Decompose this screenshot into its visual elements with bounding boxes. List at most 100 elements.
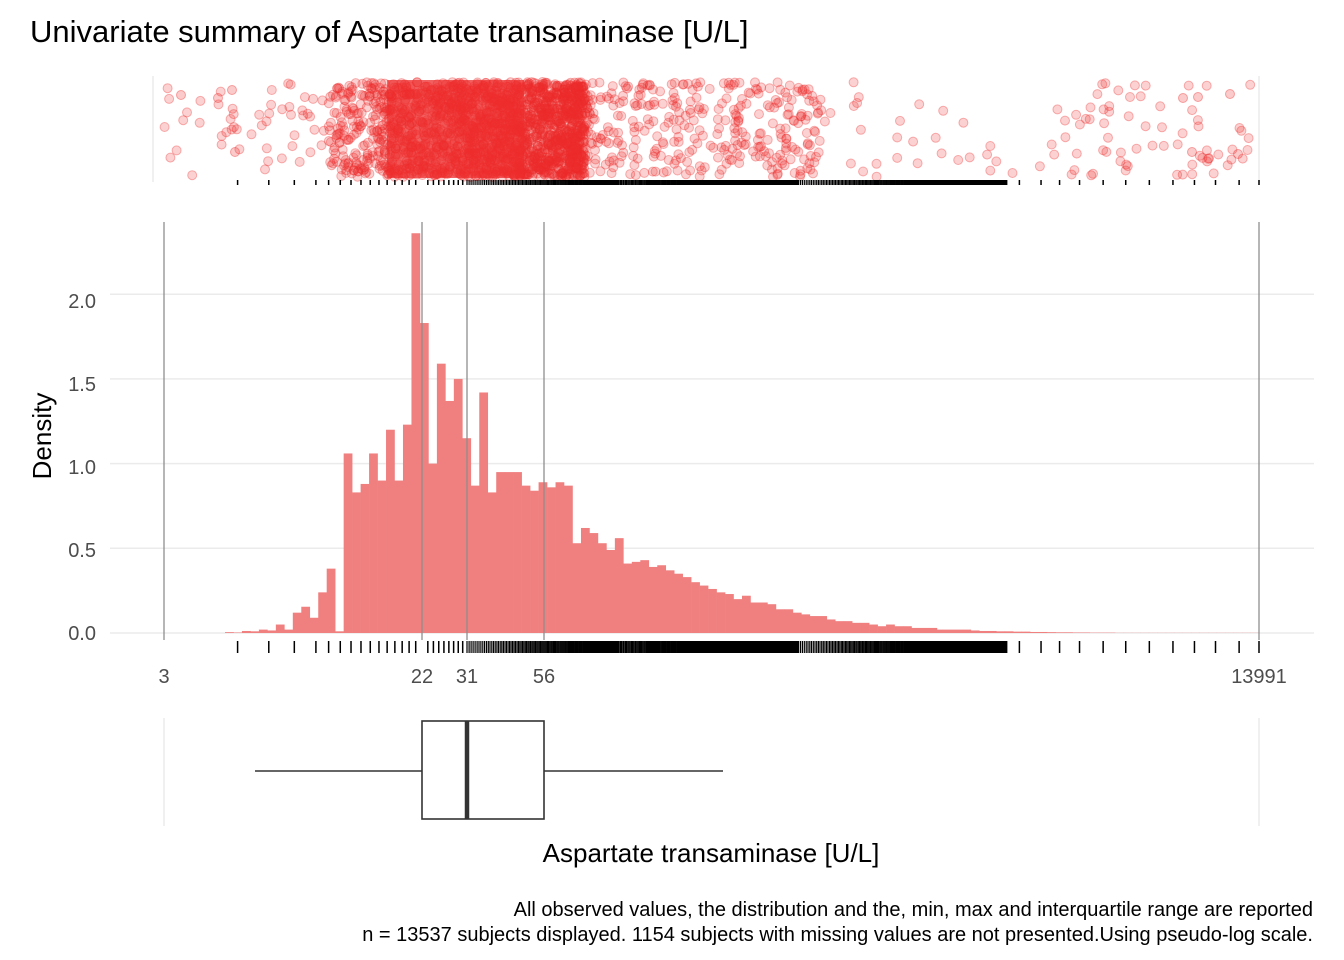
jitter-point — [567, 94, 578, 105]
histogram-bar — [1072, 632, 1082, 633]
jitter-point — [542, 135, 553, 146]
jitter-point — [566, 106, 577, 117]
jitter-point — [370, 96, 381, 107]
histogram-bar — [284, 629, 294, 633]
jitter-point — [671, 124, 682, 135]
jitter-point — [642, 80, 653, 91]
jitter-point — [540, 167, 551, 178]
jitter-point — [526, 84, 537, 95]
jitter-point — [574, 146, 585, 157]
histogram-bar — [869, 624, 878, 633]
jitter-point — [570, 82, 580, 93]
jitter-point — [795, 111, 806, 122]
jitter-point — [554, 145, 565, 156]
jitter-point — [594, 77, 605, 88]
chart-title: Univariate summary of Aspartate transami… — [30, 14, 748, 49]
jitter-point — [368, 98, 379, 109]
histogram-bar — [987, 630, 997, 633]
jitter-point — [582, 103, 593, 114]
caption-line: All observed values, the distribution an… — [514, 899, 1313, 921]
jitter-point — [991, 156, 1002, 167]
jitter-point — [774, 97, 784, 108]
jitter-point — [1085, 102, 1096, 113]
histogram-bar — [504, 472, 514, 633]
jitter-point — [553, 163, 564, 174]
jitter-point — [958, 117, 969, 128]
jitter-point — [1034, 161, 1045, 172]
jitter-point — [708, 142, 719, 153]
jitter-point — [325, 137, 336, 147]
jitter-point — [668, 114, 679, 125]
jitter-point — [538, 103, 549, 114]
jitter-point — [569, 99, 580, 110]
jitter-point — [1049, 149, 1060, 160]
jitter-point — [563, 111, 574, 122]
jitter-point — [583, 126, 593, 137]
jitter-point — [358, 141, 369, 151]
caption-line: n = 13537 subjects displayed. 1154 subje… — [362, 924, 1313, 946]
jitter-point — [1060, 132, 1071, 143]
jitter-point — [543, 160, 554, 171]
jitter-point — [576, 151, 587, 162]
jitter-point — [543, 136, 554, 147]
jitter-point — [582, 151, 593, 162]
jitter-point — [667, 95, 678, 106]
jitter-point — [632, 153, 643, 164]
histogram-bar — [267, 630, 277, 633]
jitter-point — [213, 93, 223, 103]
jitter-point — [534, 164, 545, 175]
jitter-point — [670, 155, 681, 166]
jitter-point — [705, 140, 716, 151]
jitter-point — [560, 87, 570, 98]
jitter-point — [329, 107, 340, 118]
jitter-point — [571, 86, 582, 97]
jitter-point — [558, 94, 569, 105]
jitter-point — [564, 84, 574, 94]
jitter-point — [985, 141, 996, 151]
jitter-point — [699, 162, 710, 173]
jitter-point — [668, 88, 679, 98]
jitter-point — [176, 90, 186, 100]
jitter-point — [603, 138, 614, 149]
jitter-point — [775, 123, 786, 134]
jitter-point — [572, 93, 583, 104]
jitter-point — [1178, 93, 1188, 103]
jitter-point — [750, 83, 761, 94]
jitter-point — [534, 158, 545, 168]
jitter-point — [576, 160, 586, 170]
jitter-point — [561, 150, 572, 161]
jitter-point — [533, 164, 544, 175]
jitter-point — [535, 104, 546, 115]
jitter-point — [1187, 147, 1197, 157]
jitter-point — [736, 137, 747, 148]
jitter-point — [553, 110, 564, 121]
jitter-point — [636, 99, 647, 109]
jitter-point — [550, 155, 561, 166]
jitter-point — [549, 103, 560, 114]
jitter-point — [673, 136, 684, 147]
histogram-bar — [1055, 632, 1065, 633]
jitter-point — [694, 171, 705, 182]
jitter-point — [376, 134, 387, 145]
histogram-bar — [665, 570, 675, 633]
jitter-point — [679, 120, 690, 131]
jitter-point — [544, 155, 555, 166]
jitter-point — [648, 116, 659, 127]
jitter-point — [684, 104, 695, 115]
jitter-point — [569, 102, 579, 113]
jitter-point — [309, 124, 320, 135]
jitter-point — [782, 92, 793, 103]
jitter-point — [344, 80, 355, 91]
jitter-point — [687, 84, 698, 95]
jitter-point — [572, 169, 583, 180]
jitter-point — [526, 143, 537, 153]
jitter-point — [536, 135, 547, 146]
jitter-point — [772, 77, 783, 88]
jitter-point — [677, 79, 688, 90]
jitter-point — [540, 113, 551, 124]
jitter-point — [538, 111, 549, 122]
jitter-point — [1080, 113, 1091, 124]
jitter-point — [373, 146, 384, 157]
jitter-point — [630, 170, 641, 181]
jitter-point — [783, 102, 794, 113]
